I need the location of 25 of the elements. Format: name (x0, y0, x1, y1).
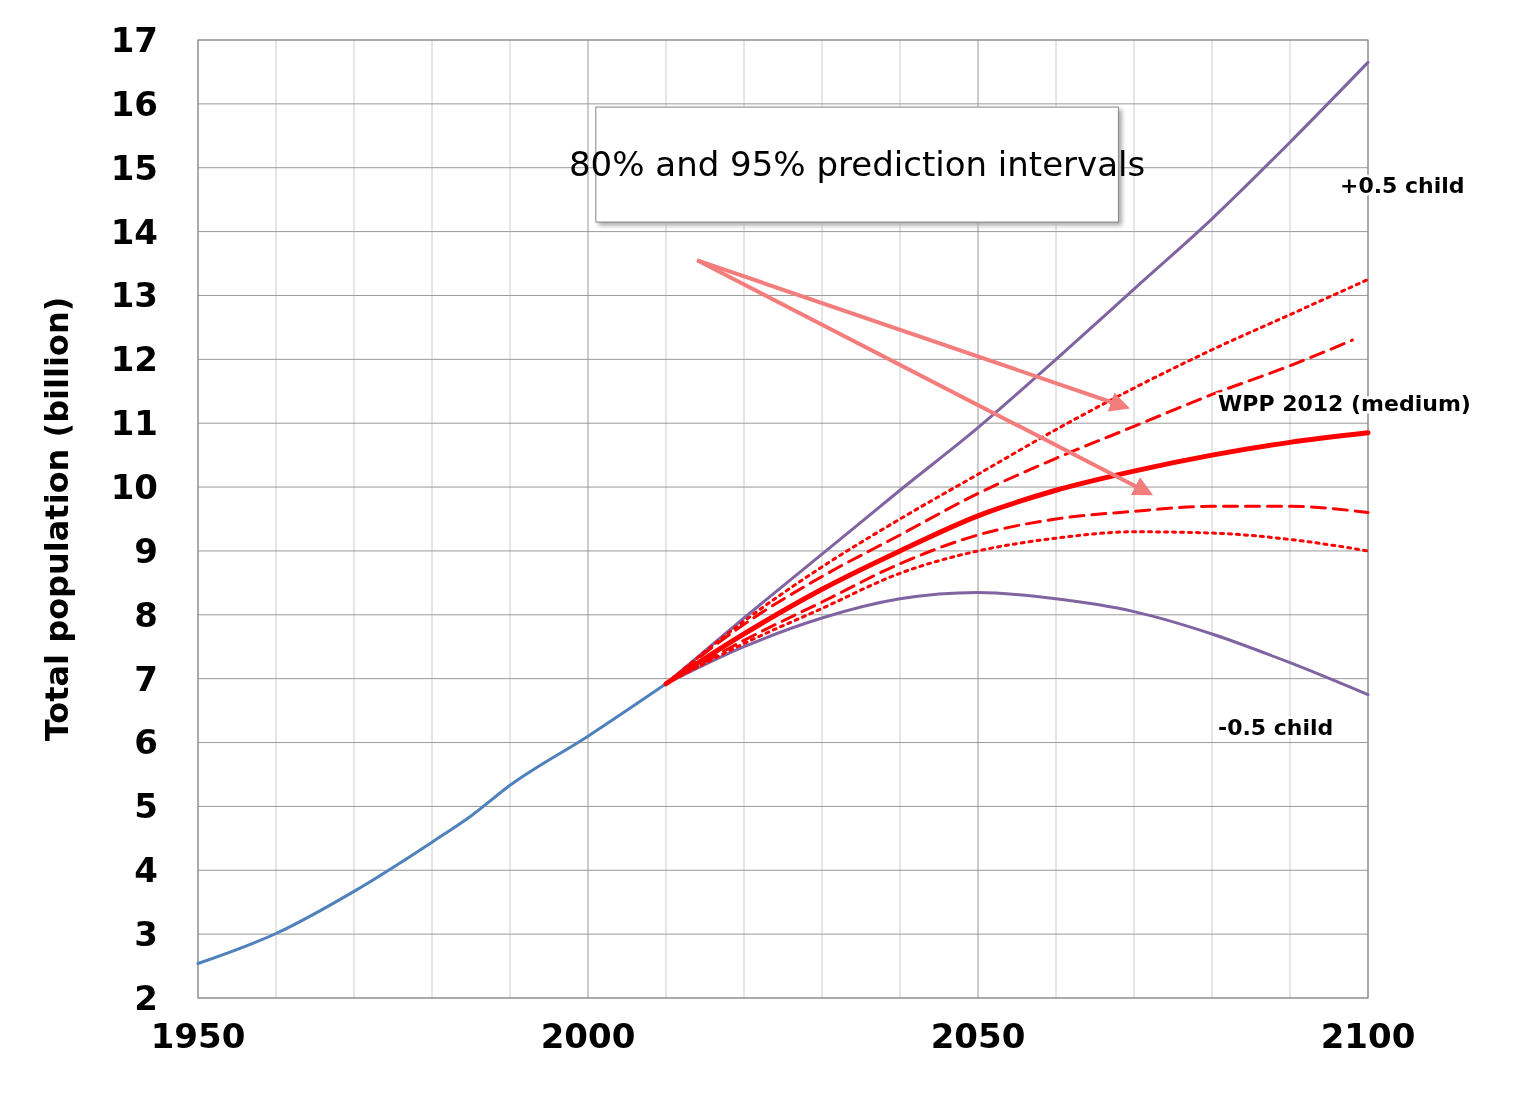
y-tick-label: 3 (134, 914, 158, 955)
series-label: -0.5 child (1218, 714, 1334, 740)
y-tick-label: 15 (110, 147, 158, 188)
y-tick-label: 12 (110, 339, 158, 380)
x-tick-label: 2050 (930, 1016, 1026, 1056)
y-tick-label: 9 (134, 530, 158, 571)
y-tick-label: 14 (110, 211, 158, 252)
y-tick-label: 6 (134, 722, 158, 763)
x-tick-label: 2000 (540, 1016, 636, 1056)
y-tick-label: 10 (110, 466, 158, 507)
y-tick-label: 13 (110, 275, 158, 316)
y-tick-label: 5 (134, 786, 158, 827)
y-tick-label: 16 (110, 83, 158, 124)
y-tick-label: 17 (110, 19, 158, 60)
annotation: 80% and 95% prediction intervals (568, 144, 1146, 185)
y-tick-label: 4 (134, 850, 158, 891)
y-axis-title: Total population (billion) (38, 296, 76, 742)
x-tick-label: 2100 (1320, 1016, 1416, 1056)
y-tick-label: 8 (134, 594, 158, 635)
x-tick-label: 1950 (150, 1016, 246, 1056)
y-tick-label: 7 (134, 658, 158, 699)
y-tick-label: 11 (110, 403, 158, 444)
y-tick-label: 2 (134, 977, 158, 1018)
text: +0.5 child (1340, 173, 1465, 199)
series-label: WPP 2012 (medium) (1218, 390, 1471, 416)
